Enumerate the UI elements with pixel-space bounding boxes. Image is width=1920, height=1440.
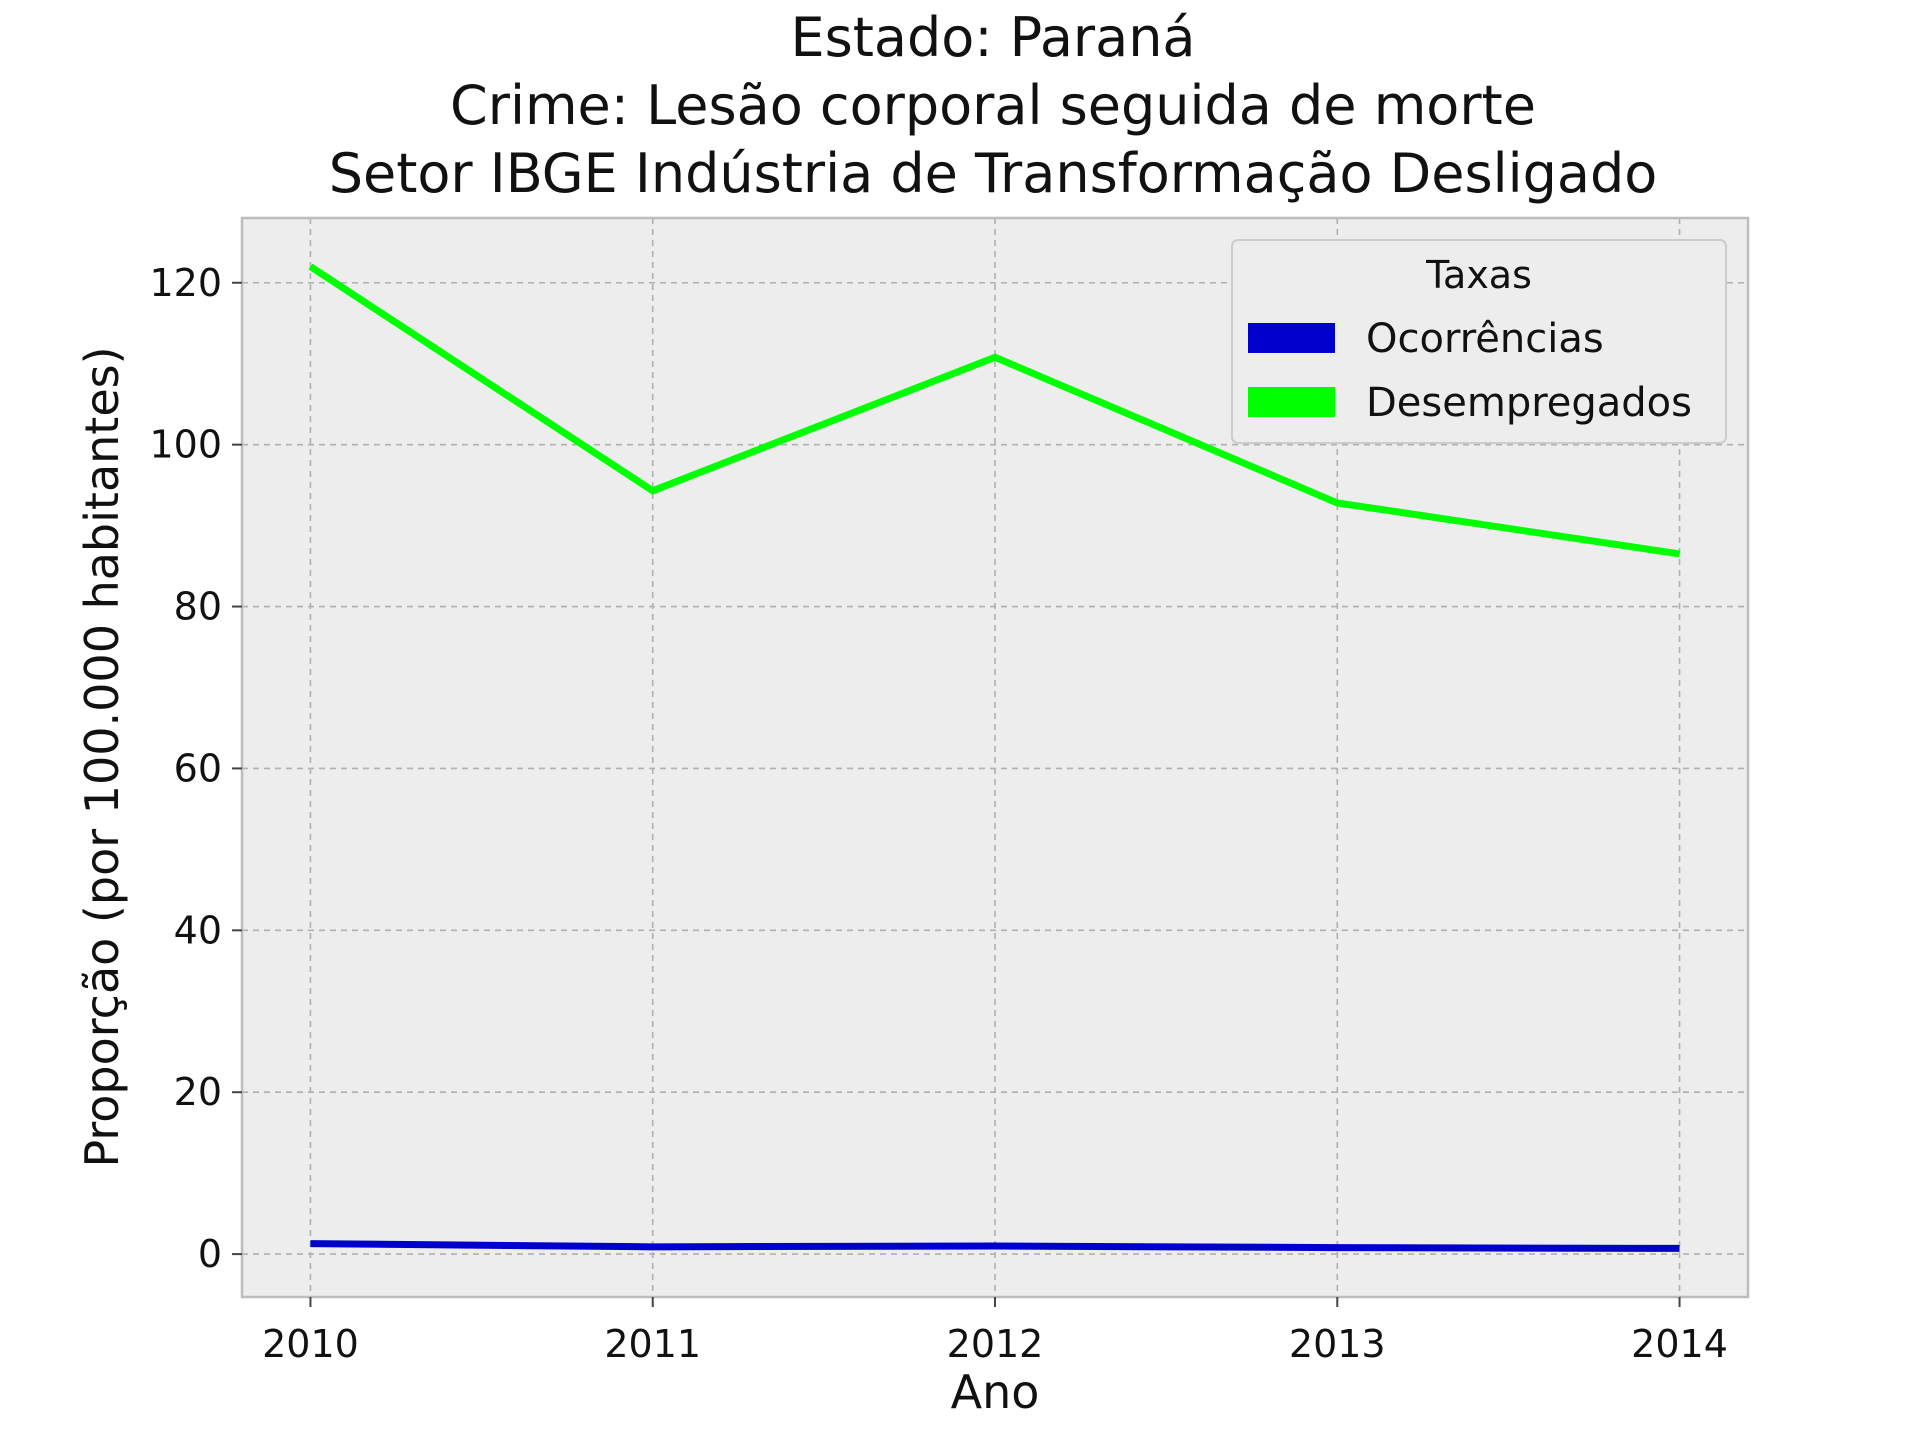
y-tick-label: 60	[174, 746, 222, 790]
y-tick-label: 40	[174, 908, 222, 952]
y-axis-ticks: 0 20 40 60 80 100 120	[149, 261, 242, 1276]
legend-label: Ocorrências	[1366, 316, 1604, 362]
legend: Taxas Ocorrências Desempregados	[1231, 239, 1727, 444]
series-lines	[308, 263, 1681, 1252]
legend-swatch	[1248, 323, 1335, 353]
x-tick-label: 2012	[947, 1322, 1044, 1366]
series-line-2	[308, 263, 1681, 558]
y-tick-label: 100	[149, 423, 222, 467]
y-tick-label: 120	[149, 261, 222, 305]
legend-items: Ocorrências Desempregados	[1248, 316, 1692, 426]
y-axis-label: Proporção (por 100.000 habitantes)	[75, 346, 129, 1167]
x-axis-ticks: 2010 2011 2012 2013 2014	[262, 1297, 1728, 1366]
series-line-1	[310, 1240, 1680, 1252]
y-tick-label: 80	[174, 585, 222, 629]
y-tick-label: 0	[198, 1232, 222, 1276]
y-tick-label: 20	[174, 1070, 222, 1114]
chart-title: Estado: Paraná Crime: Lesão corporal seg…	[329, 6, 1658, 205]
legend-label: Desempregados	[1366, 380, 1692, 426]
title-line-2: Crime: Lesão corporal seguida de morte	[450, 74, 1536, 137]
legend-frame	[1231, 239, 1727, 444]
x-tick-label: 2011	[604, 1322, 701, 1366]
x-tick-label: 2010	[262, 1322, 359, 1366]
x-tick-label: 2014	[1631, 1322, 1728, 1366]
title-line-3: Setor IBGE Indústria de Transformação De…	[329, 142, 1658, 205]
x-tick-label: 2013	[1289, 1322, 1386, 1366]
title-line-1: Estado: Paraná	[790, 6, 1195, 69]
x-axis-label: Ano	[951, 1365, 1040, 1419]
legend-swatch	[1248, 387, 1335, 417]
legend-title: Taxas	[1425, 253, 1532, 297]
